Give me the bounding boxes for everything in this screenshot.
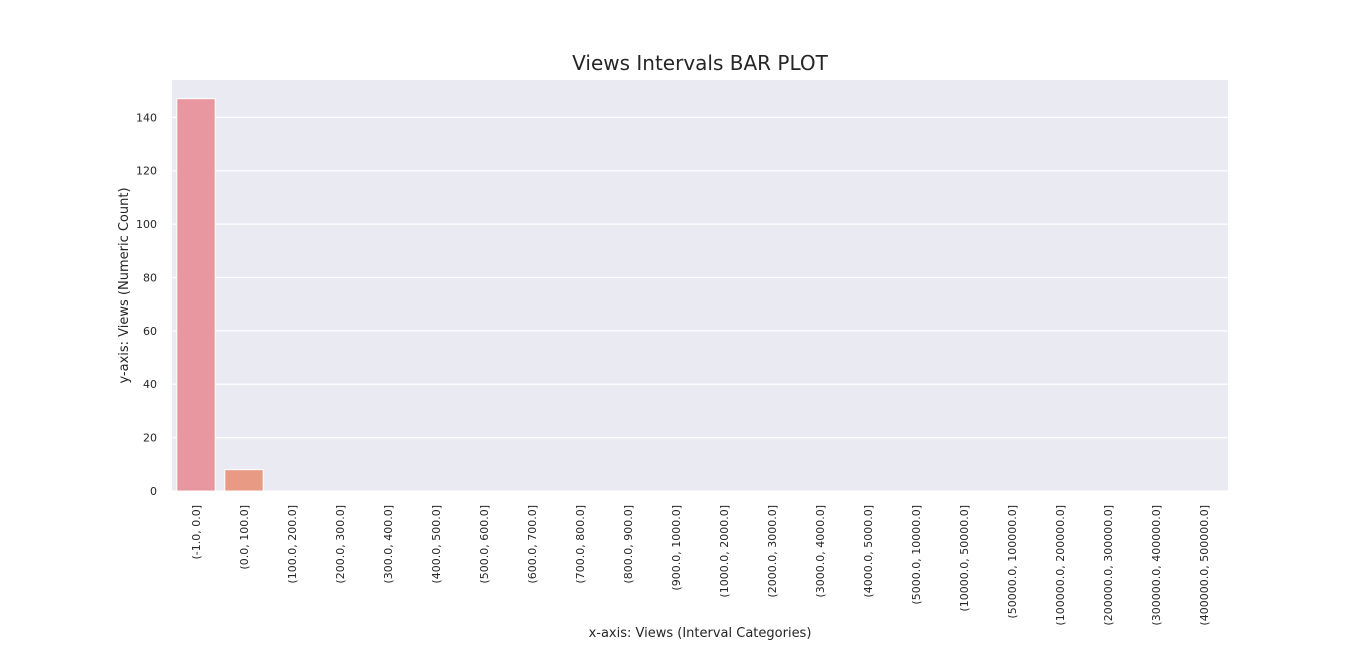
y-tick-label: 60 — [143, 325, 157, 338]
x-tick-label: (100000.0, 200000.0] — [1054, 505, 1067, 626]
y-tick-label: 120 — [136, 165, 157, 178]
gridlines — [172, 116, 1228, 492]
x-tick-label: (1000.0, 2000.0] — [718, 505, 731, 598]
x-tick-label: (600.0, 700.0] — [526, 505, 539, 584]
x-tick-label: (700.0, 800.0] — [574, 505, 587, 584]
x-tick-label: (10000.0, 50000.0] — [958, 505, 971, 612]
x-tick-label: (400.0, 500.0] — [430, 505, 443, 584]
x-axis-label: x-axis: Views (Interval Categories) — [589, 626, 812, 641]
x-tick-label: (0.0, 100.0] — [238, 505, 251, 570]
x-tick-label: (3000.0, 4000.0] — [814, 505, 827, 598]
x-tick-label: (50000.0, 100000.0] — [1006, 505, 1019, 619]
y-tick-label: 20 — [143, 432, 157, 445]
y-tick-label: 80 — [143, 271, 157, 284]
bars — [176, 98, 264, 492]
chart-title: Views Intervals BAR PLOT — [572, 51, 828, 75]
x-tick-label: (500.0, 600.0] — [478, 505, 491, 584]
plot-background — [172, 80, 1228, 491]
x-tick-label: (300000.0, 400000.0] — [1150, 505, 1163, 626]
x-tick-label: (100.0, 200.0] — [286, 505, 299, 584]
x-tick-labels: (-1.0, 0.0] (0.0, 100.0] (100.0, 200.0] (20… — [190, 505, 1211, 626]
x-tick-label: (-1.0, 0.0] — [190, 505, 203, 560]
bar-1 — [224, 469, 264, 492]
x-tick-label: (200000.0, 300000.0] — [1102, 505, 1115, 626]
x-tick-label: (2000.0, 3000.0] — [766, 505, 779, 598]
bar-0 — [176, 98, 216, 492]
y-tick-labels: 0 20 40 60 80 100 120 140 — [136, 111, 157, 498]
x-tick-label: (400000.0, 500000.0] — [1198, 505, 1211, 626]
x-tick-label: (200.0, 300.0] — [334, 505, 347, 584]
y-tick-label: 140 — [136, 111, 157, 124]
y-tick-label: 100 — [136, 218, 157, 231]
y-tick-label: 0 — [150, 485, 157, 498]
x-tick-label: (900.0, 1000.0] — [670, 505, 683, 591]
x-tick-label: (800.0, 900.0] — [622, 505, 635, 584]
x-tick-label: (5000.0, 10000.0] — [910, 505, 923, 605]
x-tick-label: (300.0, 400.0] — [382, 505, 395, 584]
x-tick-label: (4000.0, 5000.0] — [862, 505, 875, 598]
y-axis-label: y-axis: Views (Numeric Count) — [117, 187, 132, 383]
y-tick-label: 40 — [143, 378, 157, 391]
